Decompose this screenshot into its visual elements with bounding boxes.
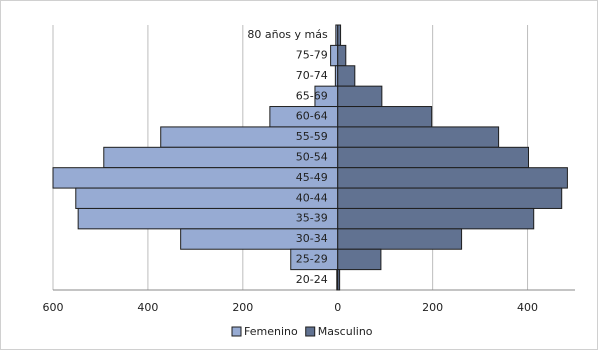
legend-label: Femenino xyxy=(244,325,298,338)
bar xyxy=(337,126,500,148)
bar xyxy=(337,207,535,230)
bar xyxy=(337,248,382,271)
category-label: 55-59 xyxy=(296,130,328,143)
category-label: 65-69 xyxy=(296,89,328,102)
category-label: 20-24 xyxy=(296,273,328,286)
bar xyxy=(337,24,342,46)
x-tick-label: 200 xyxy=(232,301,253,314)
bar xyxy=(337,228,463,250)
category-label: 80 años y más xyxy=(247,28,328,41)
category-label: 50-54 xyxy=(296,151,328,164)
category-label: 75-79 xyxy=(296,49,328,62)
category-label: 60-64 xyxy=(296,110,328,123)
legend-swatch xyxy=(305,326,316,337)
x-tick-label: 200 xyxy=(422,301,443,314)
x-tick-label: 600 xyxy=(43,301,64,314)
bar xyxy=(330,44,339,67)
legend-label: Masculino xyxy=(318,325,373,338)
category-label: 45-49 xyxy=(296,171,328,184)
category-label: 35-39 xyxy=(296,212,328,225)
category-label: 70-74 xyxy=(296,69,328,82)
legend-swatch xyxy=(231,326,242,337)
category-label: 40-44 xyxy=(296,191,328,204)
category-label: 30-34 xyxy=(296,232,328,245)
bar xyxy=(337,146,529,169)
bar xyxy=(337,187,563,209)
x-tick-label: 0 xyxy=(334,301,341,314)
category-label: 25-29 xyxy=(296,252,328,265)
bar xyxy=(337,44,347,67)
bar xyxy=(337,106,433,128)
x-tick-label: 400 xyxy=(517,301,538,314)
bar xyxy=(337,167,568,189)
x-tick-label: 400 xyxy=(137,301,158,314)
bar xyxy=(337,65,356,87)
bar xyxy=(337,85,383,108)
bar xyxy=(337,269,341,291)
